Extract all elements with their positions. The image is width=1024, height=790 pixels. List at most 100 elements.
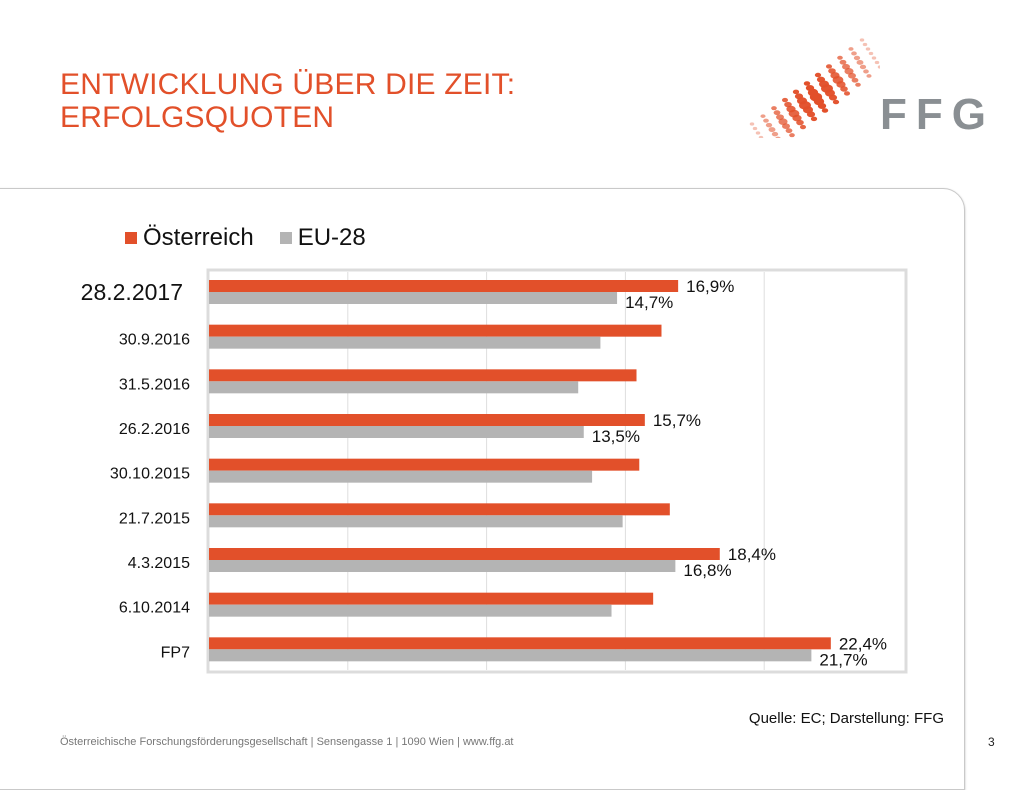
bar-eu28: [209, 604, 612, 617]
category-label: FP7: [161, 644, 190, 661]
logo-dot: [755, 131, 761, 135]
logo-dot: [843, 91, 851, 96]
logo-dot: [773, 110, 781, 116]
ffg-logo-dots: [749, 38, 880, 138]
page-number: 3: [988, 735, 995, 749]
logo-dot: [771, 106, 777, 111]
bar-austria: [209, 592, 654, 605]
bar-eu28: [209, 292, 618, 304]
bar-eu28: [209, 381, 579, 394]
bar-chart: 28.2.2017 16,9% 14,7% 30.9.2016 31.5.2016 26.…: [81, 268, 908, 674]
legend-label-austria: Österreich: [143, 224, 254, 251]
logo-dot: [796, 119, 804, 126]
logo-dot: [863, 69, 869, 74]
logo-dot: [840, 86, 848, 92]
logo-dot: [803, 81, 811, 86]
logo-dot: [799, 124, 807, 130]
bar-austria: [209, 503, 670, 516]
logo-dot: [781, 97, 789, 103]
logo-dot: [752, 126, 758, 131]
chart-legend: Österreich EU-28: [125, 224, 366, 252]
logo-dot: [848, 72, 856, 79]
logo-dot: [856, 59, 864, 65]
logo-dot: [868, 51, 874, 56]
bar-austria: [209, 369, 637, 382]
bar-austria: [209, 548, 720, 560]
logo-dot: [785, 128, 793, 134]
bar-austria: [209, 414, 645, 426]
data-label-eu28: 21,7%: [819, 650, 867, 669]
bar-austria: [209, 637, 831, 650]
legend-swatch-eu28: [279, 232, 292, 244]
title-line-1: ENTWICKLUNG ÜBER DIE ZEIT:: [60, 68, 516, 101]
logo-dot: [825, 64, 833, 69]
logo-dot: [765, 122, 773, 128]
bar-eu28: [209, 560, 676, 572]
logo-dot: [758, 135, 764, 138]
logo-dot: [828, 94, 838, 101]
data-label-austria: 22,4%: [839, 634, 887, 653]
logo-dot: [865, 47, 871, 51]
category-label: 6.10.2014: [119, 600, 190, 617]
logo-dot: [771, 131, 779, 137]
category-label: 30.10.2015: [110, 466, 190, 483]
logo-dot: [866, 74, 872, 78]
logo-dot: [806, 111, 816, 118]
legend-label-eu28: EU-28: [297, 224, 366, 251]
footer-address: Österreichische Forschungsförderungsgese…: [60, 736, 514, 748]
bar-eu28: [209, 649, 812, 662]
logo-dot: [789, 133, 795, 138]
logo-dot: [851, 51, 857, 56]
logo-dot: [763, 118, 769, 123]
logo-dot: [810, 116, 818, 122]
logo-dot: [775, 136, 781, 138]
logo-dot: [874, 60, 880, 65]
slide-title: ENTWICKLUNG ÜBER DIE ZEIT: ERFOLGSQUOTEN: [60, 68, 515, 134]
logo-dot: [817, 103, 827, 109]
logo-dot: [839, 59, 847, 65]
data-label-eu28: 14,7%: [625, 293, 673, 312]
bar-austria: [209, 280, 679, 292]
logo-dot: [859, 64, 867, 70]
bar-austria: [209, 458, 640, 471]
data-label-eu28: 16,8%: [683, 561, 731, 580]
logo-dot: [848, 47, 854, 51]
data-label-austria: 16,9%: [686, 277, 734, 296]
bar-eu28: [209, 426, 584, 438]
category-label: 21.7.2015: [119, 510, 190, 527]
logo-dot: [814, 72, 822, 78]
logo-dot: [836, 81, 846, 88]
legend-item-austria: Österreich: [125, 224, 254, 252]
logo-dot: [821, 108, 829, 113]
logo-dot: [749, 122, 755, 126]
logo-dot: [859, 38, 865, 42]
category-label: 26.2.2016: [119, 421, 190, 438]
logo-dot: [837, 55, 843, 60]
legend-item-eu28: EU-28: [279, 224, 366, 252]
bar-eu28: [209, 515, 623, 528]
logo-dot: [844, 68, 854, 75]
logo-dot: [792, 89, 800, 95]
source-note: Quelle: EC; Darstellung: FFG: [748, 710, 944, 727]
logo-dot: [862, 42, 868, 47]
logo-dot: [782, 123, 790, 129]
bar-eu28: [209, 470, 593, 483]
logo-dot: [853, 55, 861, 61]
category-label: 30.9.2016: [119, 332, 190, 349]
logo-dot: [778, 118, 788, 125]
category-label: 4.3.2015: [128, 555, 190, 572]
data-label-eu28: 13,5%: [592, 427, 640, 446]
data-label-austria: 18,4%: [728, 545, 776, 564]
logo-dot: [768, 127, 776, 133]
bar-eu28: [209, 336, 601, 349]
bar-austria: [209, 324, 662, 337]
logo-dot: [760, 114, 766, 118]
logo-dot: [851, 77, 859, 83]
logo-dot: [871, 56, 877, 60]
logo-dot: [855, 82, 861, 87]
category-label: 28.2.2017: [81, 279, 183, 305]
ffg-logo-text: FFG: [880, 90, 995, 139]
category-label: 31.5.2016: [119, 376, 190, 393]
logo-dot: [832, 99, 840, 105]
logo-dot: [877, 65, 880, 69]
